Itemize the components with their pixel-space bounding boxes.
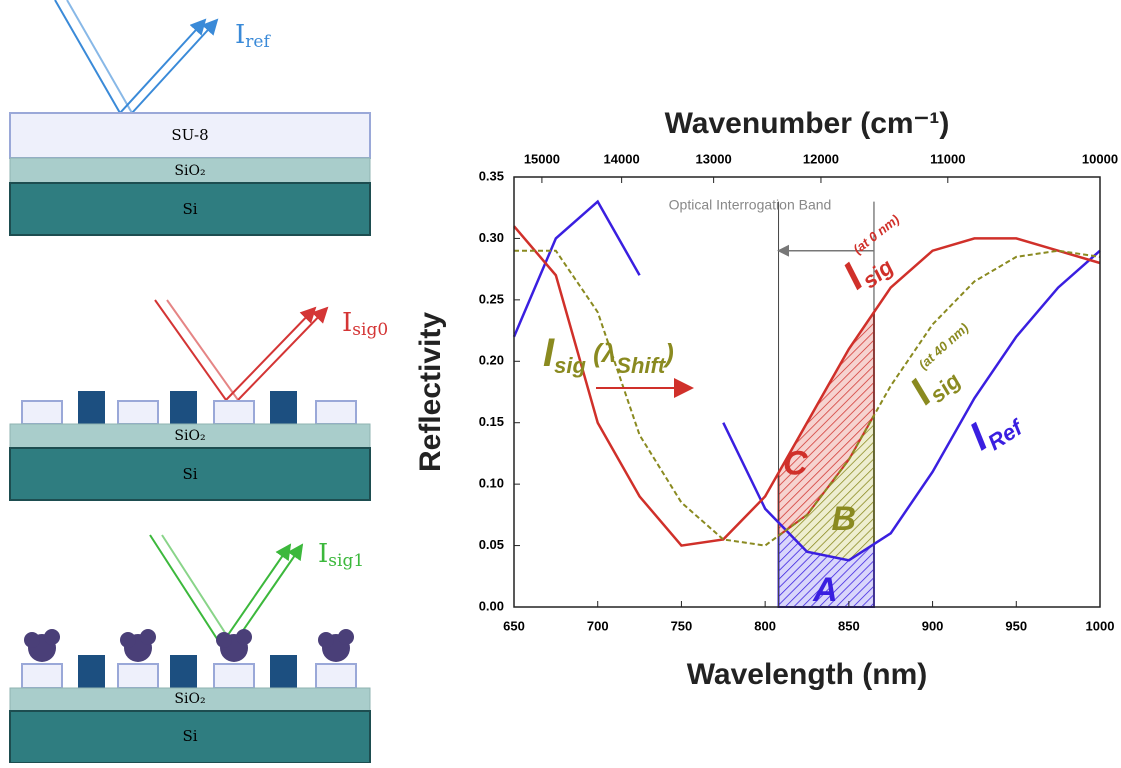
panel-signal-1: Isig1 SiO₂ Si xyxy=(10,535,370,763)
curve-label-part: sig xyxy=(554,353,586,378)
chart-title: Wavenumber (cm⁻¹) xyxy=(665,107,950,140)
y-tick-label: 0.30 xyxy=(479,230,504,245)
layer-label: SU-8 xyxy=(171,126,208,144)
x-tick-label: 800 xyxy=(754,618,776,633)
beam-label: Isig1 xyxy=(318,539,364,571)
x2-tick-label: 10000 xyxy=(1082,151,1118,166)
region-label: A xyxy=(812,571,838,609)
curve-label-part: (at 0 nm) xyxy=(850,212,902,257)
x2-tick-label: 14000 xyxy=(604,151,640,166)
curve-label: Isig (λShift) xyxy=(543,331,674,378)
curve-label-part: (λ xyxy=(586,338,616,368)
y-tick-label: 0.35 xyxy=(479,168,504,183)
region-label: B xyxy=(832,500,857,538)
x-tick-label: 700 xyxy=(587,618,609,633)
y-tick-label: 0.15 xyxy=(479,414,504,429)
x-tick-label: 850 xyxy=(838,618,860,633)
x2-tick-label: 13000 xyxy=(696,151,732,166)
layer-label: Si xyxy=(182,200,197,218)
y-tick-label: 0.25 xyxy=(479,291,504,306)
x-tick-label: 750 xyxy=(671,618,693,633)
figure: Iref SU-8 SiO₂ Si Isig0 SiO₂ Si xyxy=(0,0,1121,763)
curve-label: Isig(at 40 nm) xyxy=(899,320,996,415)
x-tick-label: 900 xyxy=(922,618,944,633)
plot: Optical Interrogation Band 650 700 750 800 85… xyxy=(479,151,1118,633)
panel-signal-0: Isig0 SiO₂ Si xyxy=(10,300,388,500)
beam-label: Iref xyxy=(235,20,271,52)
y-tick-label: 0.10 xyxy=(479,476,504,491)
layer-label: Si xyxy=(182,465,197,483)
y-tick-label: 0.00 xyxy=(479,598,504,613)
curve-label-part: (at 40 nm) xyxy=(916,320,972,372)
y-tick-label: 0.05 xyxy=(479,537,504,552)
curve-label: Isig(at 0 nm) xyxy=(832,212,924,300)
beam-label: Isig0 xyxy=(342,308,388,340)
layer-label: SiO₂ xyxy=(174,163,205,179)
x2-tick-label: 12000 xyxy=(803,151,839,166)
x-tick-label: 650 xyxy=(503,618,525,633)
x2-tick-label: 11000 xyxy=(930,151,965,166)
layer-label: SiO₂ xyxy=(174,691,205,707)
band-label: Optical Interrogation Band xyxy=(669,197,832,213)
region-label: C xyxy=(783,445,808,483)
x-tick-label: 1000 xyxy=(1086,618,1115,633)
curve-label-part: Shift xyxy=(616,353,667,378)
panel-reference: Iref SU-8 SiO₂ Si xyxy=(10,0,370,235)
layer-label: Si xyxy=(182,727,197,745)
x2-tick-label: 15000 xyxy=(524,151,560,166)
x-tick-label: 950 xyxy=(1005,618,1027,633)
y-axis-label: Reflectivity xyxy=(414,312,447,472)
y-tick-label: 0.20 xyxy=(479,353,504,368)
x-axis-label: Wavelength (nm) xyxy=(687,658,928,691)
layer-label: SiO₂ xyxy=(174,428,205,444)
